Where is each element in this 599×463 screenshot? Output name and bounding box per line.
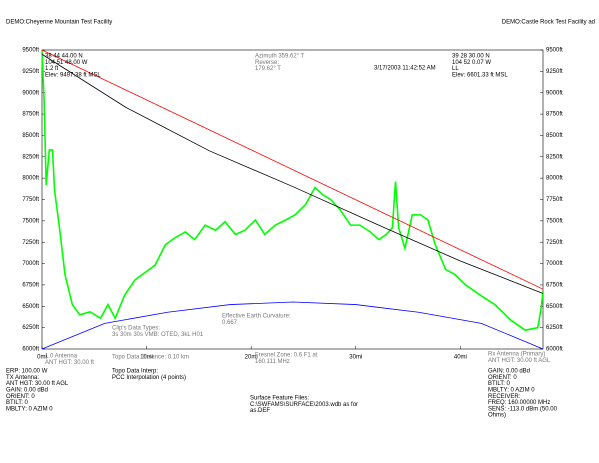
y-tick-label: 6250ft bbox=[22, 325, 39, 331]
info-text: C:\SWFAMS\SURFACE\2003.wdb as for bbox=[250, 402, 358, 408]
y-tick-label: 9000ft bbox=[22, 90, 39, 96]
info-text: Surface Feature Files: bbox=[250, 396, 309, 402]
info-text: Effective Earth Curvature: bbox=[222, 314, 291, 320]
y-tick-label: 8000ft bbox=[22, 176, 39, 182]
info-text: Topo Data Interp: bbox=[112, 369, 158, 375]
y-tick-label: 8750ft bbox=[22, 112, 39, 118]
info-text: 104 51 48.00 W bbox=[45, 60, 88, 66]
info-text: MBLTY: 0 AZIM 0 bbox=[6, 406, 53, 412]
y-tick-label: 9500ft bbox=[22, 48, 39, 54]
info-text: as.DEF bbox=[250, 408, 270, 414]
info-text: ORIENT: 0 bbox=[6, 394, 35, 400]
info-text: Elev: 6601.33 ft MSL bbox=[452, 72, 508, 78]
y-tick-label: 6750ft bbox=[22, 283, 39, 289]
y-tick-label-right: 6000ft bbox=[546, 347, 563, 353]
info-text: Fresnel Zone: 0.6 F1 at bbox=[255, 353, 318, 359]
series-line bbox=[41, 301, 544, 350]
y-tick-label: 7250ft bbox=[22, 240, 39, 246]
y-tick-label-right: 7250ft bbox=[546, 240, 563, 246]
x-tick-label: 30mi bbox=[349, 355, 362, 361]
y-tick-label: 8250ft bbox=[22, 154, 39, 160]
info-text: 3s 30m 30s VMB: OTED, 3kL H01 bbox=[112, 332, 204, 338]
info-text: Azimuth 359.62° T bbox=[255, 54, 305, 60]
y-tick-label-right: 9250ft bbox=[546, 69, 563, 75]
header-right: DEMO:Castle Rock Test Facility ad bbox=[502, 20, 595, 26]
info-text: ANT HGT: 30.00 ft bbox=[45, 360, 94, 366]
info-text: Elev: 9497.38 ft MSL bbox=[45, 72, 101, 78]
info-text: 39 28 30.00 N bbox=[452, 54, 490, 60]
info-text: ORIENT: 0 bbox=[488, 375, 517, 381]
info-text: RECEIVER: bbox=[488, 394, 521, 400]
info-text: Ohms) bbox=[488, 413, 506, 419]
y-tick-label-right: 6500ft bbox=[546, 304, 563, 310]
info-text: FREQ: 160.00000 MHz bbox=[488, 400, 550, 406]
series-line bbox=[41, 49, 544, 332]
info-text: GAIN: 0.00 dBd bbox=[488, 369, 530, 375]
info-text: SENS: -113.0 dBm (50.00 bbox=[488, 406, 558, 412]
y-tick-label: 7000ft bbox=[22, 261, 39, 267]
y-tick-label-right: 7000ft bbox=[546, 261, 563, 267]
y-tick-label-right: 6750ft bbox=[546, 283, 563, 289]
y-tick-label-right: 7750ft bbox=[546, 197, 563, 203]
x-tick-label: 40mi bbox=[454, 355, 467, 361]
y-tick-label: 9250ft bbox=[22, 69, 39, 75]
y-tick-label-right: 8250ft bbox=[546, 154, 563, 160]
x-tick-label: 10mi bbox=[140, 355, 153, 361]
info-text: TX Antenna: bbox=[6, 375, 39, 381]
y-tick-label: 6500ft bbox=[22, 304, 39, 310]
header-left: DEMO:Cheyenne Mountain Test Facility bbox=[6, 20, 112, 26]
x-tick-label: 0mi bbox=[37, 355, 47, 361]
y-tick-label-right: 8750ft bbox=[546, 112, 563, 118]
y-tick-label-right: 9500ft bbox=[546, 48, 563, 54]
info-text: BTILT: 0 bbox=[488, 381, 511, 387]
y-tick-label-right: 8000ft bbox=[546, 176, 563, 182]
info-text: 0.667 bbox=[222, 320, 238, 326]
info-text: Reverse: bbox=[255, 60, 279, 66]
plot-frame bbox=[41, 49, 544, 350]
y-tick-label-right: 7500ft bbox=[546, 218, 563, 224]
info-text: 104 52 0.07 W bbox=[452, 60, 491, 66]
info-text: Topo Data Distance: 0.10 km bbox=[112, 355, 189, 361]
info-text: ANT HGT: 30.00 ft AGL bbox=[488, 358, 551, 364]
y-tick-label: 6000ft bbox=[22, 347, 39, 353]
x-tick-label: 20mi bbox=[245, 355, 258, 361]
info-text: Clip's Data Types: bbox=[112, 326, 160, 332]
info-text: BTILT: 0 bbox=[6, 400, 29, 406]
info-text: ANT HGT: 30.00 ft AGL bbox=[6, 381, 69, 387]
info-text: 1.0 Antenna bbox=[45, 354, 78, 360]
series-line bbox=[41, 53, 544, 294]
y-tick-label: 8500ft bbox=[22, 133, 39, 139]
info-text: LL bbox=[452, 66, 459, 72]
info-text: PCC Interpolation (4 points) bbox=[112, 375, 186, 381]
y-tick-label: 7750ft bbox=[22, 197, 39, 203]
info-text: MBLTY: 0 AZIM 0 bbox=[488, 387, 535, 393]
y-tick-label-right: 8500ft bbox=[546, 133, 563, 139]
info-text: 3/17/2003 11:42:52 AM bbox=[374, 66, 436, 72]
info-text: 1.2 ft bbox=[45, 66, 59, 72]
info-text: ERP: 100.00 W bbox=[6, 369, 48, 375]
series-line bbox=[41, 49, 544, 290]
y-tick-label-right: 9000ft bbox=[546, 90, 563, 96]
info-text: 179.62° T bbox=[255, 66, 281, 72]
info-text: Rx Antenna (Primary) bbox=[488, 352, 545, 358]
info-text: 38 44 44.00 N bbox=[45, 54, 83, 60]
y-tick-label: 7500ft bbox=[22, 218, 39, 224]
y-tick-label-right: 6250ft bbox=[546, 325, 563, 331]
info-text: 160.111 MHz bbox=[255, 359, 290, 365]
info-text: GAIN: 0.00 dBd bbox=[6, 387, 48, 393]
